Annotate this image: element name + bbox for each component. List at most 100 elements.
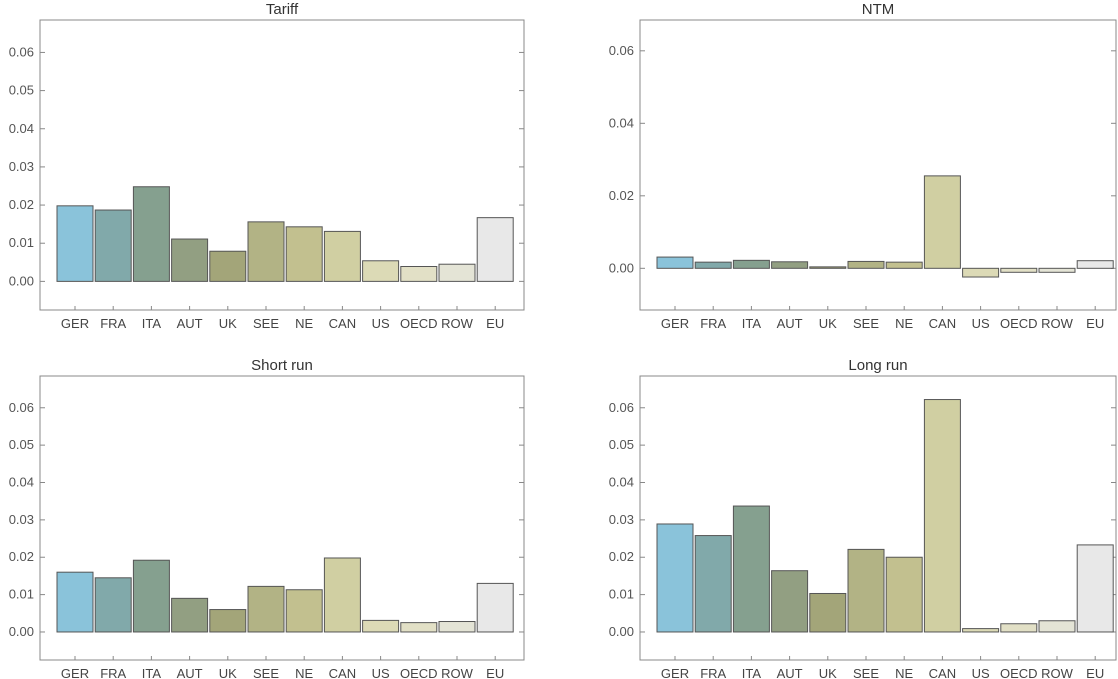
bar-aut	[171, 238, 209, 282]
x-tick-label: SEE	[853, 666, 879, 679]
bar-ita	[132, 186, 170, 282]
bar-uk	[209, 609, 247, 633]
plot-frame	[639, 375, 1117, 661]
x-tick-label: SEE	[853, 316, 879, 331]
bar-eu	[1076, 544, 1114, 633]
x-tick-label: FRA	[700, 316, 726, 331]
y-tick-label: 0.02	[9, 549, 34, 564]
y-tick-label: 0.00	[609, 624, 634, 639]
bar-can	[323, 557, 361, 633]
x-tick-label: ITA	[742, 316, 762, 331]
y-tick-label: 0.02	[9, 197, 34, 212]
x-tick-label: ITA	[142, 316, 162, 331]
y-tick-label: 0.03	[9, 512, 34, 527]
x-tick-label: AUT	[177, 666, 203, 679]
bar-fra	[694, 261, 732, 269]
y-tick-label: 0.06	[609, 400, 634, 415]
y-tick-label: 0.05	[9, 437, 34, 452]
x-tick-label: CAN	[329, 666, 356, 679]
x-tick-label: OECD	[1000, 666, 1038, 679]
y-tick-label: 0.04	[9, 475, 34, 490]
x-tick-label: UK	[219, 666, 237, 679]
x-tick-label: ROW	[441, 666, 474, 679]
bar-row	[1038, 620, 1076, 633]
x-tick-label: ROW	[1041, 666, 1074, 679]
chart-panel-2: NTM 0.00 0.02 0.04 0.06 GER FRA ITA AUT UK SEE NE CA…	[609, 1, 1117, 331]
y-tick-label: 0.06	[9, 400, 34, 415]
x-tick-label: US	[972, 316, 990, 331]
x-tick-label: GER	[61, 666, 89, 679]
y-tick-label: 0.01	[9, 587, 34, 602]
x-tick-label: GER	[61, 316, 89, 331]
bar-aut	[771, 261, 809, 269]
y-tick-label: 0.00	[9, 273, 34, 288]
x-tick-label: ITA	[742, 666, 762, 679]
y-tick-label: 0.02	[609, 188, 634, 203]
bar-ne	[285, 226, 323, 282]
bar-ita	[732, 259, 770, 269]
plot-frame	[39, 19, 525, 311]
bar-see	[847, 548, 885, 633]
bar-fra	[94, 577, 132, 633]
x-tick-label: ROW	[1041, 316, 1074, 331]
bar-us	[362, 619, 400, 633]
bar-oecd	[400, 266, 438, 282]
bar-can	[323, 230, 361, 282]
y-tick-label: 0.04	[9, 121, 34, 136]
bar-ne	[885, 261, 923, 269]
x-tick-label: EU	[1086, 666, 1104, 679]
x-tick-label: UK	[819, 666, 837, 679]
y-tick-label: 0.01	[609, 587, 634, 602]
x-tick-label: ROW	[441, 316, 474, 331]
bar-us	[362, 260, 400, 282]
x-tick-label: US	[372, 316, 390, 331]
y-tick-label: 0.05	[9, 83, 34, 98]
bar-aut	[771, 570, 809, 633]
x-tick-label: UK	[819, 316, 837, 331]
x-tick-label: ITA	[142, 666, 162, 679]
bar-aut	[171, 597, 209, 633]
bar-ger	[656, 523, 694, 633]
x-tick-label: FRA	[100, 666, 126, 679]
y-tick-label: 0.03	[9, 159, 34, 174]
x-tick-label: US	[372, 666, 390, 679]
chart-title: Short run	[251, 357, 313, 374]
x-tick-label: US	[972, 666, 990, 679]
x-tick-label: GER	[661, 316, 689, 331]
chart-panel-4: Long run 0.00 0.01 0.02 0.03 0.04 0.05 0.06 GER F…	[609, 357, 1117, 679]
x-tick-label: OECD	[400, 666, 438, 679]
x-tick-label: NE	[895, 316, 913, 331]
bar-can	[923, 399, 961, 633]
bar-ita	[132, 559, 170, 633]
chart-panel-3: Short run 0.00 0.01 0.02 0.03 0.04 0.05 0.06 GER…	[9, 357, 525, 679]
x-tick-label: GER	[661, 666, 689, 679]
chart-title: Long run	[848, 357, 907, 374]
bar-row	[438, 263, 476, 282]
x-tick-label: OECD	[400, 316, 438, 331]
x-tick-label: FRA	[700, 666, 726, 679]
bar-ne	[885, 556, 923, 633]
y-tick-label: 0.02	[609, 549, 634, 564]
x-tick-label: CAN	[329, 316, 356, 331]
x-tick-label: UK	[219, 316, 237, 331]
bar-eu	[476, 582, 514, 633]
bar-fra	[694, 535, 732, 633]
bar-eu	[476, 217, 514, 282]
x-tick-label: OECD	[1000, 316, 1038, 331]
bar-ita	[732, 505, 770, 633]
x-tick-label: EU	[486, 316, 504, 331]
plot-frame	[639, 19, 1117, 311]
bar-ger	[656, 256, 694, 269]
y-tick-label: 0.03	[609, 512, 634, 527]
bar-oecd	[1000, 623, 1038, 633]
y-tick-label: 0.04	[609, 475, 634, 490]
chart-title: NTM	[862, 1, 895, 18]
bar-oecd	[1000, 267, 1038, 273]
y-tick-label: 0.00	[9, 624, 34, 639]
bar-ger	[56, 205, 94, 282]
bar-can	[923, 175, 961, 269]
bar-oecd	[400, 622, 438, 633]
bar-ger	[56, 571, 94, 633]
x-tick-label: AUT	[777, 666, 803, 679]
